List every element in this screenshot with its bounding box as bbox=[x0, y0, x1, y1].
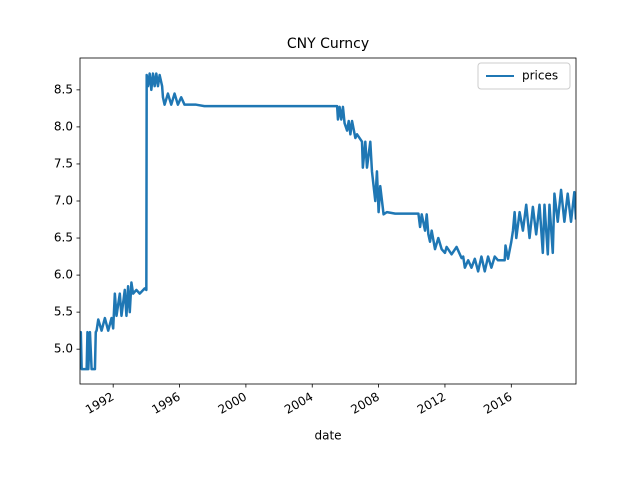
y-tick-label: 8.5 bbox=[54, 82, 73, 96]
y-tick-label: 5.5 bbox=[54, 305, 73, 319]
y-tick-label: 5.0 bbox=[54, 342, 73, 356]
y-tick-label: 7.5 bbox=[54, 156, 73, 170]
legend-box bbox=[477, 62, 571, 90]
x-axis-label: date bbox=[314, 429, 341, 443]
y-tick-label: 8.0 bbox=[54, 119, 73, 133]
data-line bbox=[80, 72, 576, 371]
legend-label: prices bbox=[522, 69, 558, 83]
plot-frame bbox=[79, 57, 577, 385]
y-tick-label: 6.5 bbox=[54, 231, 73, 245]
y-tick-label: 6.0 bbox=[54, 268, 73, 282]
chart-title: CNY Curncy bbox=[287, 36, 369, 52]
y-tick-label: 7.0 bbox=[54, 193, 73, 207]
